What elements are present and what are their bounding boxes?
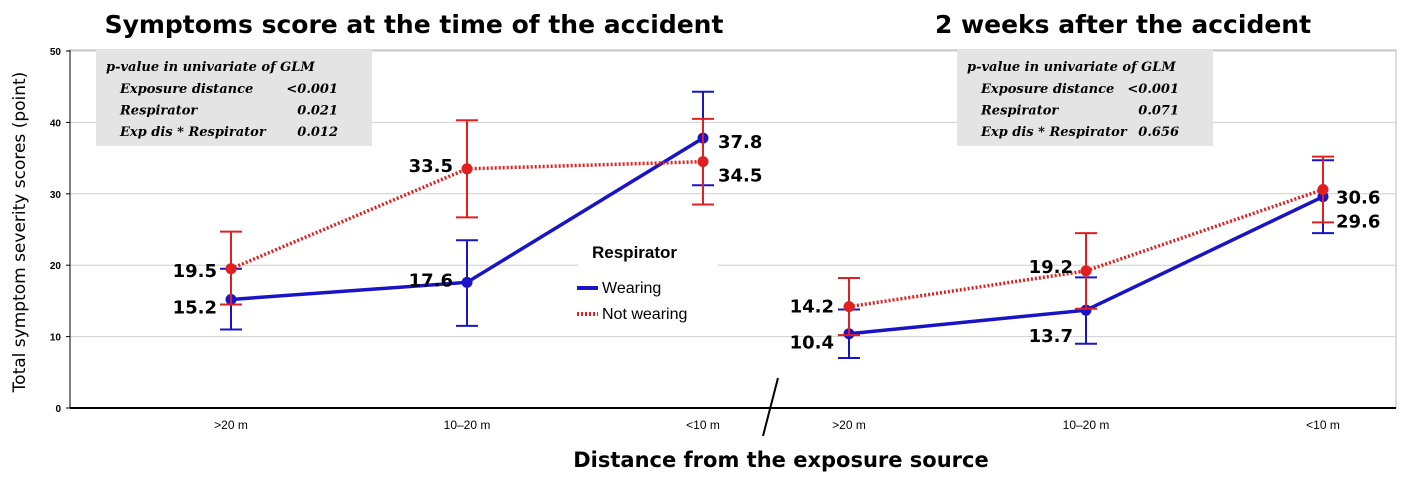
data-label-p1-not-wearing-1: 19.2 [1029, 257, 1073, 278]
stats-row-label-1-1: Respirator [980, 104, 1059, 119]
stats-heading-0: p-value in univariate of GLM [106, 60, 315, 75]
data-point-p1-not-wearing-2 [1317, 184, 1329, 196]
data-label-p0-wearing-2: 37.8 [718, 132, 762, 153]
y-tick-label-30: 30 [50, 190, 62, 201]
y-ticks: 0 10 20 30 40 50 [50, 47, 70, 415]
data-point-p0-not-wearing-1 [461, 163, 473, 175]
data-label-p1-not-wearing-0: 14.2 [790, 297, 834, 318]
axis-break-mark [762, 377, 779, 437]
x-tick-label-p1-0: >20 m [832, 418, 866, 432]
data-label-p0-wearing-0: 15.2 [173, 297, 217, 318]
x-tick-label-p1-2: <10 m [1306, 418, 1340, 432]
y-tick-label-0: 0 [55, 404, 61, 415]
stats-box-0 [96, 50, 372, 146]
data-point-p1-not-wearing-0 [843, 301, 855, 313]
legend-title: Respirator [592, 243, 677, 262]
x-tick-label-p0-0: >20 m [214, 418, 248, 432]
stats-row-label-1-0: Exposure distance [980, 82, 1114, 97]
x-axis-label: Distance from the exposure source [573, 448, 988, 472]
panel-title-1: 2 weeks after the accident [935, 10, 1311, 39]
stats-row-label-0-2: Exp dis * Respirator [119, 125, 267, 140]
stats-row-label-1-2: Exp dis * Respirator [980, 125, 1128, 140]
data-point-p1-not-wearing-1 [1080, 265, 1092, 277]
x-ticks: >20 m 10–20 m <10 m >20 m 10–20 m <10 m [214, 418, 1340, 432]
legend-label-wearing: Wearing [602, 280, 661, 297]
data-label-p1-wearing-2: 29.6 [1336, 212, 1380, 233]
data-point-p1-wearing-1 [1080, 304, 1092, 316]
series [220, 90, 1334, 360]
x-tick-label-p0-2: <10 m [686, 418, 720, 432]
axes [69, 50, 1396, 437]
data-point-p0-not-wearing-0 [225, 263, 237, 275]
stats-row-value-0-1: 0.021 [297, 104, 338, 119]
data-point-p0-wearing-1 [461, 276, 473, 288]
y-tick-label-10: 10 [50, 333, 62, 344]
data-label-p0-not-wearing-2: 34.5 [718, 166, 762, 187]
panel-title-0: Symptoms score at the time of the accide… [105, 10, 724, 39]
legend: Respirator Wearing Not wearing [577, 232, 718, 328]
y-tick-label-40: 40 [50, 118, 62, 129]
legend-label-not-wearing: Not wearing [602, 306, 687, 323]
stats-row-value-1-2: 0.656 [1138, 125, 1179, 140]
legend-box [578, 232, 718, 328]
stats-row-value-0-0: <0.001 [286, 82, 338, 97]
y-axis-label: Total symptom severity scores (point) [10, 72, 30, 394]
data-label-p1-not-wearing-2: 30.6 [1336, 188, 1380, 209]
stats-row-value-1-1: 0.071 [1138, 104, 1179, 119]
data-label-p1-wearing-1: 13.7 [1029, 326, 1073, 347]
data-label-p1-wearing-0: 10.4 [790, 333, 834, 354]
x-tick-label-p0-1: 10–20 m [444, 418, 491, 432]
data-label-p0-wearing-1: 17.6 [409, 270, 453, 291]
y-tick-label-50: 50 [50, 47, 62, 58]
data-labels: 15.2 17.6 37.8 19.5 33.5 34.5 10.4 13.7 29.6 14.2… [173, 132, 1381, 354]
stats-heading-1: p-value in univariate of GLM [967, 60, 1176, 75]
data-point-p0-not-wearing-2 [697, 156, 709, 168]
stats-row-label-0-1: Respirator [119, 104, 198, 119]
data-label-p0-not-wearing-1: 33.5 [409, 156, 453, 177]
stats-box-1 [957, 50, 1213, 146]
stats-row-value-1-0: <0.001 [1127, 82, 1179, 97]
stats-row-label-0-0: Exposure distance [119, 82, 253, 97]
stats-boxes: p-value in univariate of GLM Exposure dis… [96, 50, 1213, 146]
y-tick-label-20: 20 [50, 261, 62, 272]
stats-row-value-0-2: 0.012 [297, 125, 338, 140]
x-tick-label-p1-1: 10–20 m [1063, 418, 1110, 432]
data-label-p0-not-wearing-0: 19.5 [173, 261, 217, 282]
